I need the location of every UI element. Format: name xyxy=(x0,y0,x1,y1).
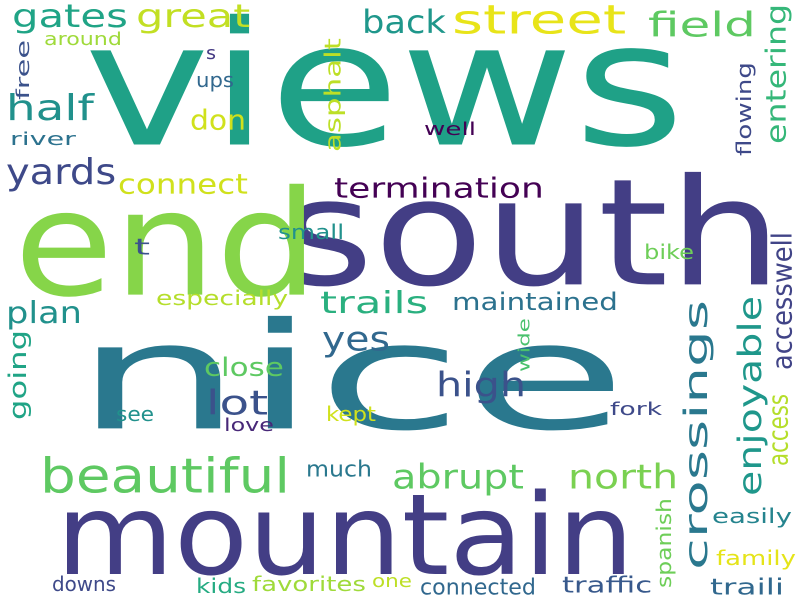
word-river: river xyxy=(10,128,76,150)
word-lot: lot xyxy=(206,382,269,423)
word-see: see xyxy=(116,402,155,426)
word-free: free xyxy=(12,39,34,100)
word-back: back xyxy=(362,3,446,41)
word-north: north xyxy=(568,456,679,497)
word-access: access xyxy=(761,394,795,466)
word-views: views xyxy=(84,0,685,186)
word-love: love xyxy=(224,414,274,436)
word-downs: downs xyxy=(52,572,116,596)
word-s: s xyxy=(206,42,217,64)
word-wide: wide xyxy=(514,318,534,372)
word-entering: entering xyxy=(759,3,793,145)
word-favorites: favorites xyxy=(252,572,366,596)
word-beautiful: beautiful xyxy=(40,447,291,504)
word-trails: trails xyxy=(320,285,429,321)
word-around: around xyxy=(44,28,122,50)
word-nice: nice xyxy=(74,290,628,464)
word-yards: yards xyxy=(6,150,117,193)
word-spanish: spanish xyxy=(652,498,676,588)
word-yes: yes xyxy=(322,318,390,359)
word-termination: termination xyxy=(334,171,544,205)
word-maintained: maintained xyxy=(452,287,618,316)
word-flowing: flowing xyxy=(732,62,756,156)
word-don: don xyxy=(190,103,247,137)
word-well: well xyxy=(424,118,476,140)
word-traffic: traffic xyxy=(562,572,653,598)
word-field: field xyxy=(648,4,756,45)
word-fork: fork xyxy=(610,398,663,420)
word-gates: gates xyxy=(12,0,128,35)
word-plan: plan xyxy=(6,295,82,331)
word-small: small xyxy=(278,220,345,244)
word-connect: connect xyxy=(118,167,248,201)
word-easily: easily xyxy=(712,504,792,528)
word-t: t xyxy=(134,234,151,260)
word-accesswell: accesswell xyxy=(765,232,799,370)
word-abrupt: abrupt xyxy=(392,456,524,497)
word-going: going xyxy=(3,329,32,420)
word-high: high xyxy=(436,364,527,405)
word-family: family xyxy=(716,546,796,570)
word-close: close xyxy=(204,351,284,383)
word-especially: especially xyxy=(156,286,289,310)
word-ups: ups xyxy=(196,68,234,92)
word-kept: kept xyxy=(326,402,376,426)
word-half: half xyxy=(6,86,94,129)
word-bike: bike xyxy=(644,240,695,264)
word-kids: kids xyxy=(196,574,247,598)
word-one: one xyxy=(372,570,413,592)
word-great: great xyxy=(136,0,251,35)
word-mountain: mountain xyxy=(56,469,635,600)
word-south: south xyxy=(280,146,783,320)
word-traili: traili xyxy=(710,574,784,600)
word-asphalt: asphalt xyxy=(320,38,346,152)
word-end: end xyxy=(14,158,319,330)
word-much: much xyxy=(306,456,373,482)
word-crossings: crossings xyxy=(677,299,715,570)
word-connected: connected xyxy=(420,574,536,600)
word-street: street xyxy=(452,0,627,44)
